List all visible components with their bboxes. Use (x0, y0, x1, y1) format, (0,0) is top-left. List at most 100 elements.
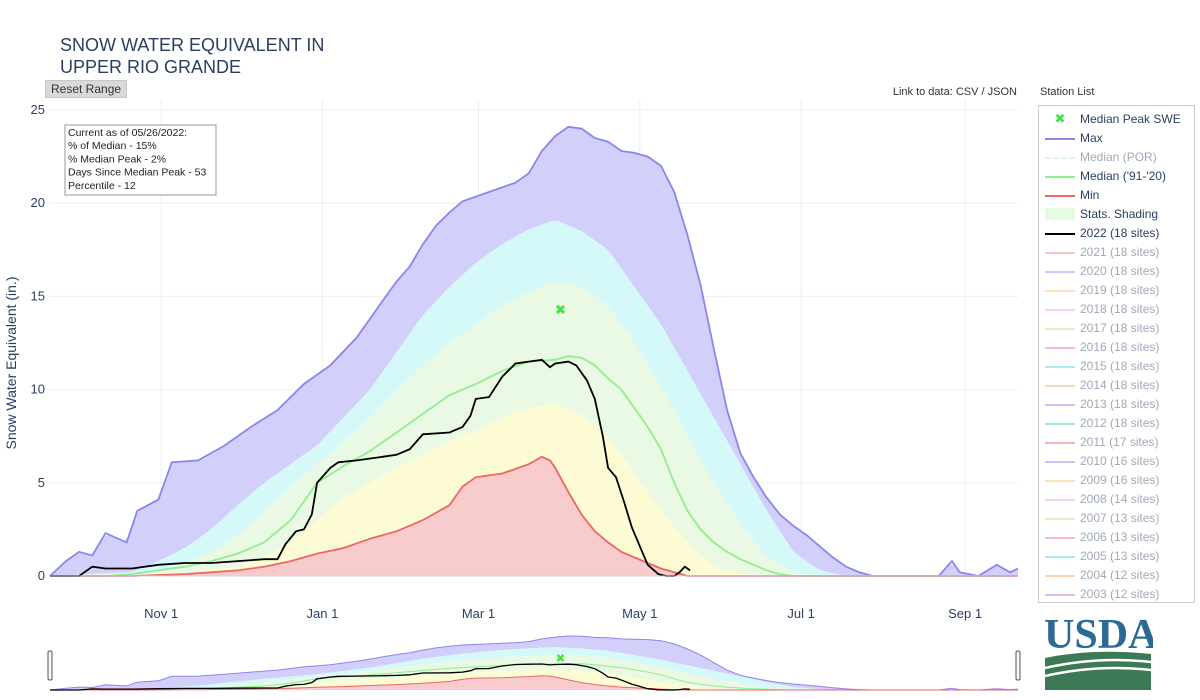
range-slider-handle-left[interactable] (47, 650, 53, 681)
legend-item[interactable]: 2005 (13 sites) (1039, 547, 1194, 566)
legend-label: Min (1080, 188, 1100, 202)
chart-title-line-2: UPPER RIO GRANDE (60, 57, 242, 77)
legend-swatch (1045, 271, 1075, 273)
legend-item[interactable]: 2007 (13 sites) (1039, 509, 1194, 528)
info-box-line: Days Since Median Peak - 53 (68, 167, 206, 179)
data-links: Link to data: CSV / JSON (893, 86, 1017, 98)
legend-item[interactable]: 2006 (13 sites) (1039, 528, 1194, 547)
y-tick-label: 0 (38, 568, 45, 583)
legend-swatch (1045, 480, 1075, 482)
chart-title: SNOW WATER EQUIVALENT IN UPPER RIO GRAND… (60, 34, 324, 78)
legend-item[interactable]: 2021 (18 sites) (1039, 243, 1194, 262)
range-slider-handle-right[interactable] (1015, 650, 1021, 681)
legend-label: Max (1080, 131, 1103, 145)
legend-item[interactable]: 2011 (17 sites) (1039, 433, 1194, 452)
legend-item[interactable]: 2004 (12 sites) (1039, 566, 1194, 585)
y-axis-title: Snow Water Equivalent (in.) (3, 277, 19, 450)
legend-swatch (1045, 385, 1075, 387)
info-box-frame (64, 124, 217, 196)
legend-swatch (1045, 404, 1075, 406)
data-link-prefix: Link to data: (892, 86, 953, 98)
band-p75-p25-mini (50, 654, 1018, 690)
info-box-line: % Median Peak - 2% (68, 153, 166, 165)
legend-item[interactable]: ✖ Median Peak SWE (1039, 110, 1194, 129)
x-tick-label: May 1 (622, 606, 657, 621)
legend-swatch (1045, 594, 1075, 596)
legend-item[interactable]: 2013 (18 sites) (1039, 395, 1194, 414)
legend-item[interactable]: Stats. Shading (1039, 205, 1194, 224)
legend-item[interactable]: Max (1039, 129, 1194, 148)
info-box-line: % of Median - 15% (68, 140, 157, 152)
reset-range-button[interactable]: Reset Range (45, 80, 128, 98)
band-min-mini (50, 675, 1018, 690)
legend-item[interactable]: 2015 (18 sites) (1039, 357, 1194, 376)
legend-swatch (1045, 290, 1075, 292)
current-year-line (50, 358, 691, 577)
legend-swatch (1045, 195, 1075, 197)
legend-swatch (1045, 233, 1075, 235)
legend-item[interactable]: 2014 (18 sites) (1039, 376, 1194, 395)
legend-label: 2011 (17 sites) (1080, 435, 1159, 449)
x-tick-label: Nov 1 (144, 606, 178, 621)
legend-item[interactable]: 2018 (18 sites) (1039, 300, 1194, 319)
legend-swatch (1045, 366, 1075, 368)
legend-item[interactable]: 2012 (18 sites) (1039, 414, 1194, 433)
band-p25-min (50, 404, 1018, 576)
band-min (50, 456, 1018, 576)
y-tick-label: 20 (31, 195, 45, 210)
max-line (49, 125, 1019, 577)
legend-swatch: ✖ (1054, 111, 1066, 126)
legend-label: 2008 (14 sites) (1080, 492, 1160, 506)
data-link-separator: / (981, 86, 985, 98)
min-line (50, 455, 1018, 577)
legend-swatch (1045, 556, 1075, 558)
legend-swatch (1045, 252, 1075, 254)
legend-item[interactable]: 2010 (16 sites) (1039, 452, 1194, 471)
station-list-link[interactable]: Station List (1040, 86, 1095, 98)
legend-swatch (1045, 537, 1075, 539)
legend-swatch (1045, 208, 1075, 220)
legend-label: 2014 (18 sites) (1080, 378, 1160, 392)
legend-label: 2007 (13 sites) (1080, 511, 1160, 525)
legend-label: Median (POR) (1080, 150, 1157, 164)
band-p75-p25 (50, 282, 1018, 576)
legend-item[interactable]: 2020 (18 sites) (1039, 262, 1194, 281)
legend-label: Median Peak SWE (1080, 112, 1181, 126)
legend-item[interactable]: 2017 (18 sites) (1039, 319, 1194, 338)
legend-label: 2003 (12 sites) (1080, 587, 1160, 601)
legend-label: 2018 (18 sites) (1080, 302, 1160, 316)
legend-item[interactable]: 2016 (18 sites) (1039, 338, 1194, 357)
legend-swatch (1045, 518, 1075, 520)
usda-logo-stripe (1044, 666, 1152, 678)
legend-swatch (1045, 138, 1075, 140)
legend-item[interactable]: 2003 (12 sites) (1039, 585, 1194, 602)
median-peak-marker (555, 304, 566, 315)
current-year-line-mini (50, 663, 691, 691)
legend-item[interactable]: Min (1039, 186, 1194, 205)
legend-item[interactable]: Median (POR) (1039, 148, 1194, 167)
legend-swatch (1045, 575, 1075, 577)
y-tick-label: 5 (38, 475, 45, 490)
legend-swatch (1045, 461, 1075, 463)
csv-link[interactable]: CSV (955, 86, 979, 98)
info-box-line: Current as of 05/26/2022: (68, 127, 187, 139)
legend-label: 2012 (18 sites) (1080, 416, 1160, 430)
usda-logo: USDA (1044, 612, 1153, 690)
legend-item[interactable]: 2019 (18 sites) (1039, 281, 1194, 300)
legend-label: 2020 (18 sites) (1080, 264, 1160, 278)
json-link[interactable]: JSON (987, 86, 1017, 98)
legend-item[interactable]: 2008 (14 sites) (1039, 490, 1194, 509)
legend-label: Median ('91-'20) (1080, 169, 1166, 183)
swe-chart: 0 5 10 15 20 25 Nov 1 Jan 1 Mar 1 May 1 Jul 1 Sep 1… (3, 100, 1021, 692)
legend-label: Stats. Shading (1080, 207, 1159, 221)
legend-item[interactable]: Median ('91-'20) (1039, 167, 1194, 186)
legend-label: 2005 (13 sites) (1080, 549, 1160, 563)
legend-swatch (1045, 328, 1075, 330)
legend-swatch (1045, 423, 1075, 425)
legend-label: 2006 (13 sites) (1080, 530, 1160, 544)
legend-label: 2019 (18 sites) (1080, 283, 1160, 297)
legend-item[interactable]: 2009 (16 sites) (1039, 471, 1194, 490)
range-slider (47, 630, 1021, 692)
legend-label: 2021 (18 sites) (1080, 245, 1160, 259)
legend-item[interactable]: 2022 (18 sites) (1039, 224, 1194, 243)
